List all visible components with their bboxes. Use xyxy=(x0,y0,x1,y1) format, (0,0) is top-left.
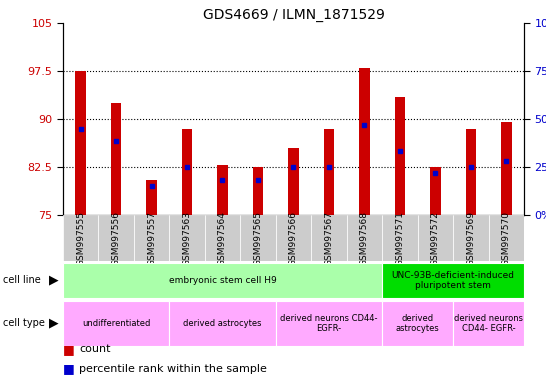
Title: GDS4669 / ILMN_1871529: GDS4669 / ILMN_1871529 xyxy=(203,8,384,22)
Bar xyxy=(75,71,86,215)
Text: UNC-93B-deficient-induced
pluripotent stem: UNC-93B-deficient-induced pluripotent st… xyxy=(391,271,515,290)
Text: GSM997567: GSM997567 xyxy=(324,210,334,266)
Bar xyxy=(276,215,311,261)
Bar xyxy=(359,68,370,215)
Bar xyxy=(382,301,453,346)
Bar xyxy=(146,180,157,215)
Text: percentile rank within the sample: percentile rank within the sample xyxy=(79,364,267,374)
Text: derived neurons CD44-
EGFR-: derived neurons CD44- EGFR- xyxy=(280,314,378,333)
Text: ■: ■ xyxy=(63,343,75,356)
Text: cell type: cell type xyxy=(3,318,45,328)
Bar xyxy=(347,215,382,261)
Bar xyxy=(63,263,382,298)
Text: GSM997563: GSM997563 xyxy=(182,210,192,266)
Bar xyxy=(182,129,192,215)
Bar xyxy=(253,167,263,215)
Text: ▶: ▶ xyxy=(49,316,59,329)
Bar xyxy=(169,215,205,261)
Text: GSM997565: GSM997565 xyxy=(253,210,263,266)
Text: GSM997564: GSM997564 xyxy=(218,211,227,265)
Bar xyxy=(382,263,524,298)
Text: GSM997566: GSM997566 xyxy=(289,210,298,266)
Bar xyxy=(98,215,134,261)
Text: GSM997572: GSM997572 xyxy=(431,211,440,265)
Text: derived
astrocytes: derived astrocytes xyxy=(396,314,440,333)
Text: undifferentiated: undifferentiated xyxy=(82,319,150,328)
Bar xyxy=(63,301,169,346)
Text: cell line: cell line xyxy=(3,275,40,285)
Bar xyxy=(288,148,299,215)
Text: GSM997555: GSM997555 xyxy=(76,210,85,266)
Bar xyxy=(324,129,334,215)
Bar xyxy=(240,215,276,261)
Text: GSM997570: GSM997570 xyxy=(502,210,511,266)
Bar xyxy=(489,215,524,261)
Bar xyxy=(382,215,418,261)
Bar xyxy=(63,215,98,261)
Bar xyxy=(111,103,121,215)
Text: GSM997571: GSM997571 xyxy=(395,210,405,266)
Text: ▶: ▶ xyxy=(49,274,59,287)
Bar xyxy=(217,165,228,215)
Bar xyxy=(418,215,453,261)
Bar xyxy=(501,122,512,215)
Text: GSM997556: GSM997556 xyxy=(111,210,121,266)
Bar xyxy=(430,167,441,215)
Bar xyxy=(134,215,169,261)
Text: derived astrocytes: derived astrocytes xyxy=(183,319,262,328)
Bar xyxy=(169,301,276,346)
Text: ■: ■ xyxy=(63,362,75,375)
Text: count: count xyxy=(79,344,111,354)
Bar xyxy=(395,97,405,215)
Bar xyxy=(311,215,347,261)
Bar xyxy=(453,215,489,261)
Bar xyxy=(205,215,240,261)
Text: derived neurons
CD44- EGFR-: derived neurons CD44- EGFR- xyxy=(454,314,523,333)
Text: GSM997569: GSM997569 xyxy=(466,210,476,266)
Bar xyxy=(276,301,382,346)
Text: GSM997557: GSM997557 xyxy=(147,210,156,266)
Bar xyxy=(453,301,524,346)
Bar xyxy=(466,129,476,215)
Text: GSM997568: GSM997568 xyxy=(360,210,369,266)
Text: embryonic stem cell H9: embryonic stem cell H9 xyxy=(169,276,276,285)
